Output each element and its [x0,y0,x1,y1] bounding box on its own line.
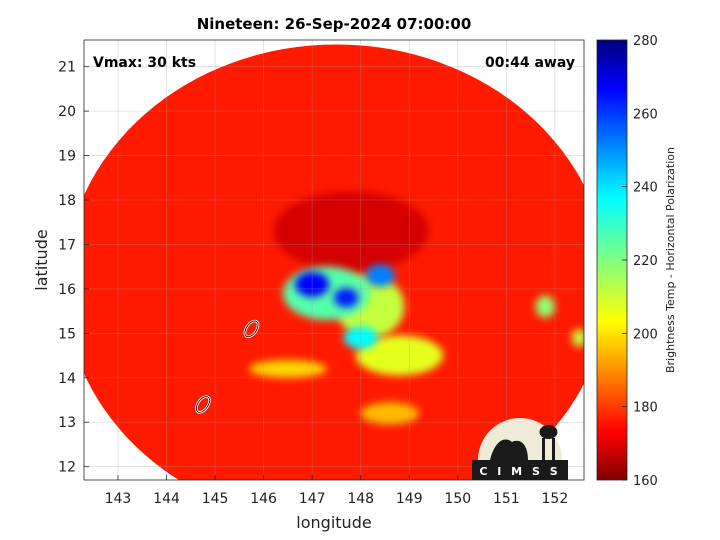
convection-feature [343,326,378,349]
x-tick-label: 148 [347,491,374,507]
x-axis-ticks: 143 144 145 146 147 148 149 150 151 152 [105,475,569,507]
convection-feature [571,328,584,347]
y-tick-label: 12 [58,460,76,476]
convection-feature [283,266,371,321]
y-axis-ticks: 12 13 14 15 16 17 18 19 20 21 [58,60,89,476]
colorbar-tick-label: 200 [633,327,658,342]
vmax-annotation: Vmax: 30 kts [93,55,196,71]
x-tick-label: 143 [105,491,132,507]
y-tick-label: 13 [58,415,76,431]
colorbar-tick-label: 180 [633,401,658,416]
convection-feature [355,335,444,376]
cimss-logo: C I M S S [472,418,568,480]
convection-feature [295,272,330,297]
colorbar-label: Brightness Temp - Horizontal Polarizatio… [664,147,677,373]
colorbar-tick-label: 220 [633,254,658,269]
y-tick-label: 20 [58,104,76,120]
y-tick-label: 14 [58,371,76,387]
convection-feature [360,402,419,425]
satellite-dish-icon [490,439,528,460]
colorbar-tick-label: 160 [633,474,658,489]
x-tick-label: 147 [299,491,326,507]
island-outline-edge [244,320,259,338]
x-tick-label: 150 [444,491,471,507]
x-tick-label: 144 [153,491,180,507]
colorbar-tick-label: 240 [633,181,658,196]
y-axis-label: latitude [32,229,51,290]
y-tick-label: 19 [58,149,76,165]
convection-feature [273,191,429,272]
x-tick-label: 149 [396,491,423,507]
chart-title: Nineteen: 26-Sep-2024 07:00:00 [197,15,472,33]
y-tick-label: 17 [58,237,76,253]
plot-area [84,40,584,480]
y-tick-label: 15 [58,326,76,342]
convection-feature [249,360,327,378]
x-tick-label: 152 [542,491,569,507]
water-tower-icon [542,438,545,460]
x-tick-label: 145 [202,491,229,507]
plot-frame [83,39,585,481]
x-tick-label: 151 [493,491,520,507]
colorbar-tick-label: 260 [633,107,658,122]
y-tick-label: 16 [58,282,76,298]
y-tick-label: 21 [58,60,76,76]
x-axis-label: longitude [296,513,371,532]
island-outline-edge [195,396,210,413]
colorbar-ticks: 160 180 200 220 240 260 280 [622,34,658,489]
convection-feature [535,295,555,318]
island-outlines [195,319,260,414]
convection-feature [365,264,395,287]
logo-banner [472,460,568,480]
logo-text: C I M S S [479,465,560,478]
convection-features [249,191,584,425]
x-tick-label: 146 [250,491,277,507]
y-tick-label: 18 [58,193,76,209]
time-away-annotation: 00:44 away [485,55,575,71]
colorbar-tick-label: 280 [633,34,658,49]
convection-feature [334,288,359,308]
